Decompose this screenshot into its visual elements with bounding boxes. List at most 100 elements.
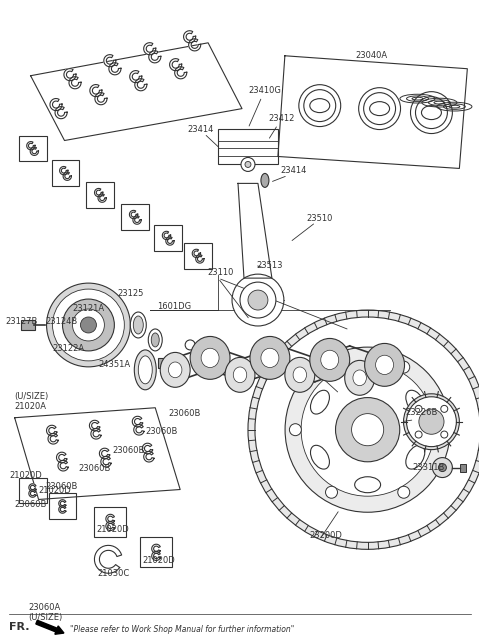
Bar: [19, 136, 47, 161]
Polygon shape: [95, 545, 121, 573]
Ellipse shape: [345, 360, 374, 396]
Text: 23060B: 23060B: [46, 482, 78, 491]
Polygon shape: [95, 93, 107, 105]
Circle shape: [325, 361, 337, 373]
Text: "Please refer to Work Shop Manual for further information": "Please refer to Work Shop Manual for fu…: [71, 625, 295, 634]
Ellipse shape: [160, 353, 190, 387]
Text: 23311B: 23311B: [412, 463, 445, 472]
Circle shape: [419, 409, 444, 435]
Circle shape: [415, 405, 422, 412]
Circle shape: [240, 282, 276, 318]
Circle shape: [407, 397, 456, 447]
Polygon shape: [175, 67, 187, 79]
Ellipse shape: [190, 337, 230, 380]
Circle shape: [232, 274, 284, 326]
Ellipse shape: [355, 367, 381, 383]
Polygon shape: [133, 216, 141, 224]
Text: 23127B: 23127B: [6, 317, 38, 326]
Ellipse shape: [406, 390, 425, 414]
Polygon shape: [47, 425, 57, 436]
Polygon shape: [149, 51, 161, 63]
Text: 21020D: 21020D: [38, 486, 72, 495]
Ellipse shape: [134, 350, 156, 390]
Polygon shape: [27, 141, 35, 150]
Polygon shape: [60, 166, 68, 175]
Polygon shape: [130, 211, 138, 219]
Circle shape: [404, 394, 459, 450]
Circle shape: [185, 340, 195, 350]
Text: 23121A: 23121A: [72, 303, 105, 312]
Polygon shape: [64, 68, 76, 81]
Polygon shape: [48, 433, 59, 444]
Text: 23060B: 23060B: [145, 427, 178, 436]
Text: (U/SIZE): (U/SIZE): [29, 612, 63, 621]
Text: 23414: 23414: [281, 166, 307, 175]
Circle shape: [245, 161, 251, 168]
Polygon shape: [101, 456, 111, 467]
Text: 1601DG: 1601DG: [157, 301, 192, 310]
FancyArrow shape: [36, 620, 64, 634]
Ellipse shape: [311, 390, 329, 414]
Ellipse shape: [406, 445, 425, 469]
Text: 23110: 23110: [207, 268, 233, 276]
Polygon shape: [90, 84, 102, 97]
Text: 23414: 23414: [187, 125, 214, 134]
Bar: [19, 477, 47, 504]
Bar: [21, 320, 35, 330]
Text: 23125: 23125: [117, 289, 144, 298]
Polygon shape: [59, 500, 66, 508]
Text: (U/SIZE): (U/SIZE): [15, 392, 49, 401]
Text: 23060B: 23060B: [112, 446, 145, 455]
Polygon shape: [166, 237, 174, 245]
Polygon shape: [91, 429, 101, 439]
Ellipse shape: [285, 357, 315, 392]
Text: 23122A: 23122A: [52, 344, 84, 353]
Text: 23060B: 23060B: [168, 409, 201, 418]
Text: 21030C: 21030C: [97, 569, 130, 578]
Polygon shape: [106, 515, 114, 524]
Circle shape: [336, 397, 400, 462]
Polygon shape: [95, 188, 103, 196]
Text: 23060B: 23060B: [78, 464, 111, 473]
Ellipse shape: [168, 362, 182, 378]
Ellipse shape: [130, 312, 146, 338]
Polygon shape: [29, 484, 36, 492]
Ellipse shape: [201, 348, 219, 367]
Ellipse shape: [261, 173, 269, 188]
Circle shape: [285, 347, 450, 512]
Text: 23040A: 23040A: [356, 51, 388, 60]
Ellipse shape: [225, 357, 255, 392]
Polygon shape: [98, 194, 106, 202]
Bar: [140, 538, 172, 567]
Polygon shape: [58, 460, 68, 471]
Circle shape: [415, 431, 422, 438]
Text: 24351A: 24351A: [98, 360, 131, 369]
Bar: [86, 182, 114, 209]
Polygon shape: [162, 231, 170, 239]
Circle shape: [255, 317, 480, 542]
Polygon shape: [189, 39, 201, 51]
Ellipse shape: [250, 337, 290, 380]
Circle shape: [248, 290, 268, 310]
Polygon shape: [109, 63, 121, 75]
Ellipse shape: [138, 356, 152, 384]
Ellipse shape: [133, 316, 144, 334]
Polygon shape: [57, 452, 67, 463]
Polygon shape: [135, 79, 147, 91]
Text: 21020D: 21020D: [142, 556, 175, 565]
Polygon shape: [50, 99, 62, 111]
Text: 23124B: 23124B: [46, 317, 78, 326]
Text: 21020D: 21020D: [10, 471, 42, 480]
Polygon shape: [55, 107, 67, 119]
Polygon shape: [192, 249, 201, 257]
Polygon shape: [144, 451, 154, 462]
Bar: [154, 225, 182, 251]
Bar: [95, 508, 126, 538]
Bar: [184, 243, 212, 269]
Bar: [218, 129, 278, 164]
Bar: [460, 463, 467, 472]
Circle shape: [398, 361, 410, 373]
Ellipse shape: [376, 355, 394, 374]
Ellipse shape: [148, 329, 162, 351]
Polygon shape: [59, 506, 66, 513]
